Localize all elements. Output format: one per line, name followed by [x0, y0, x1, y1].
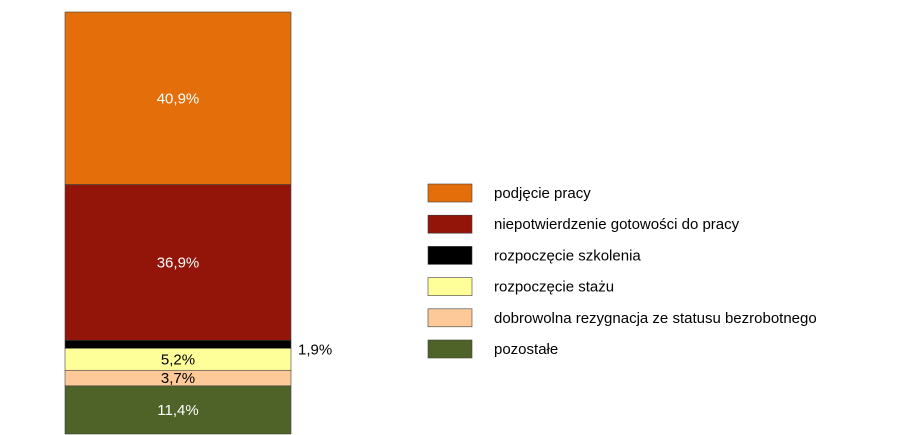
legend-label: rozpoczęcie szkolenia	[494, 247, 641, 264]
bar-segment	[64, 340, 292, 349]
legend-swatch	[427, 246, 473, 265]
legend-label: pozostałe	[494, 341, 558, 358]
legend-swatch	[427, 277, 473, 296]
legend-swatch	[427, 183, 473, 203]
bar-segment	[64, 184, 292, 341]
value-label: 3,7%	[161, 370, 195, 387]
legend-label: podjęcie pracy	[494, 185, 591, 202]
value-label: 40,9%	[157, 90, 200, 107]
legend-swatch	[427, 339, 473, 359]
value-label: 11,4%	[157, 402, 198, 419]
legend-label: dobrowolna rezygnacja ze statusu bezrobo…	[494, 310, 817, 327]
legend-swatch	[427, 214, 473, 234]
value-label: 1,9%	[298, 341, 332, 358]
legend-label: rozpoczęcie stażu	[494, 279, 614, 296]
legend-label: niepotwierdzenie gotowości do pracy	[494, 216, 740, 233]
bar-segment	[64, 11, 292, 185]
value-label: 36,9%	[157, 254, 200, 271]
bar-segment	[64, 385, 292, 435]
value-label: 5,2%	[161, 351, 195, 368]
legend-swatch	[427, 308, 473, 328]
